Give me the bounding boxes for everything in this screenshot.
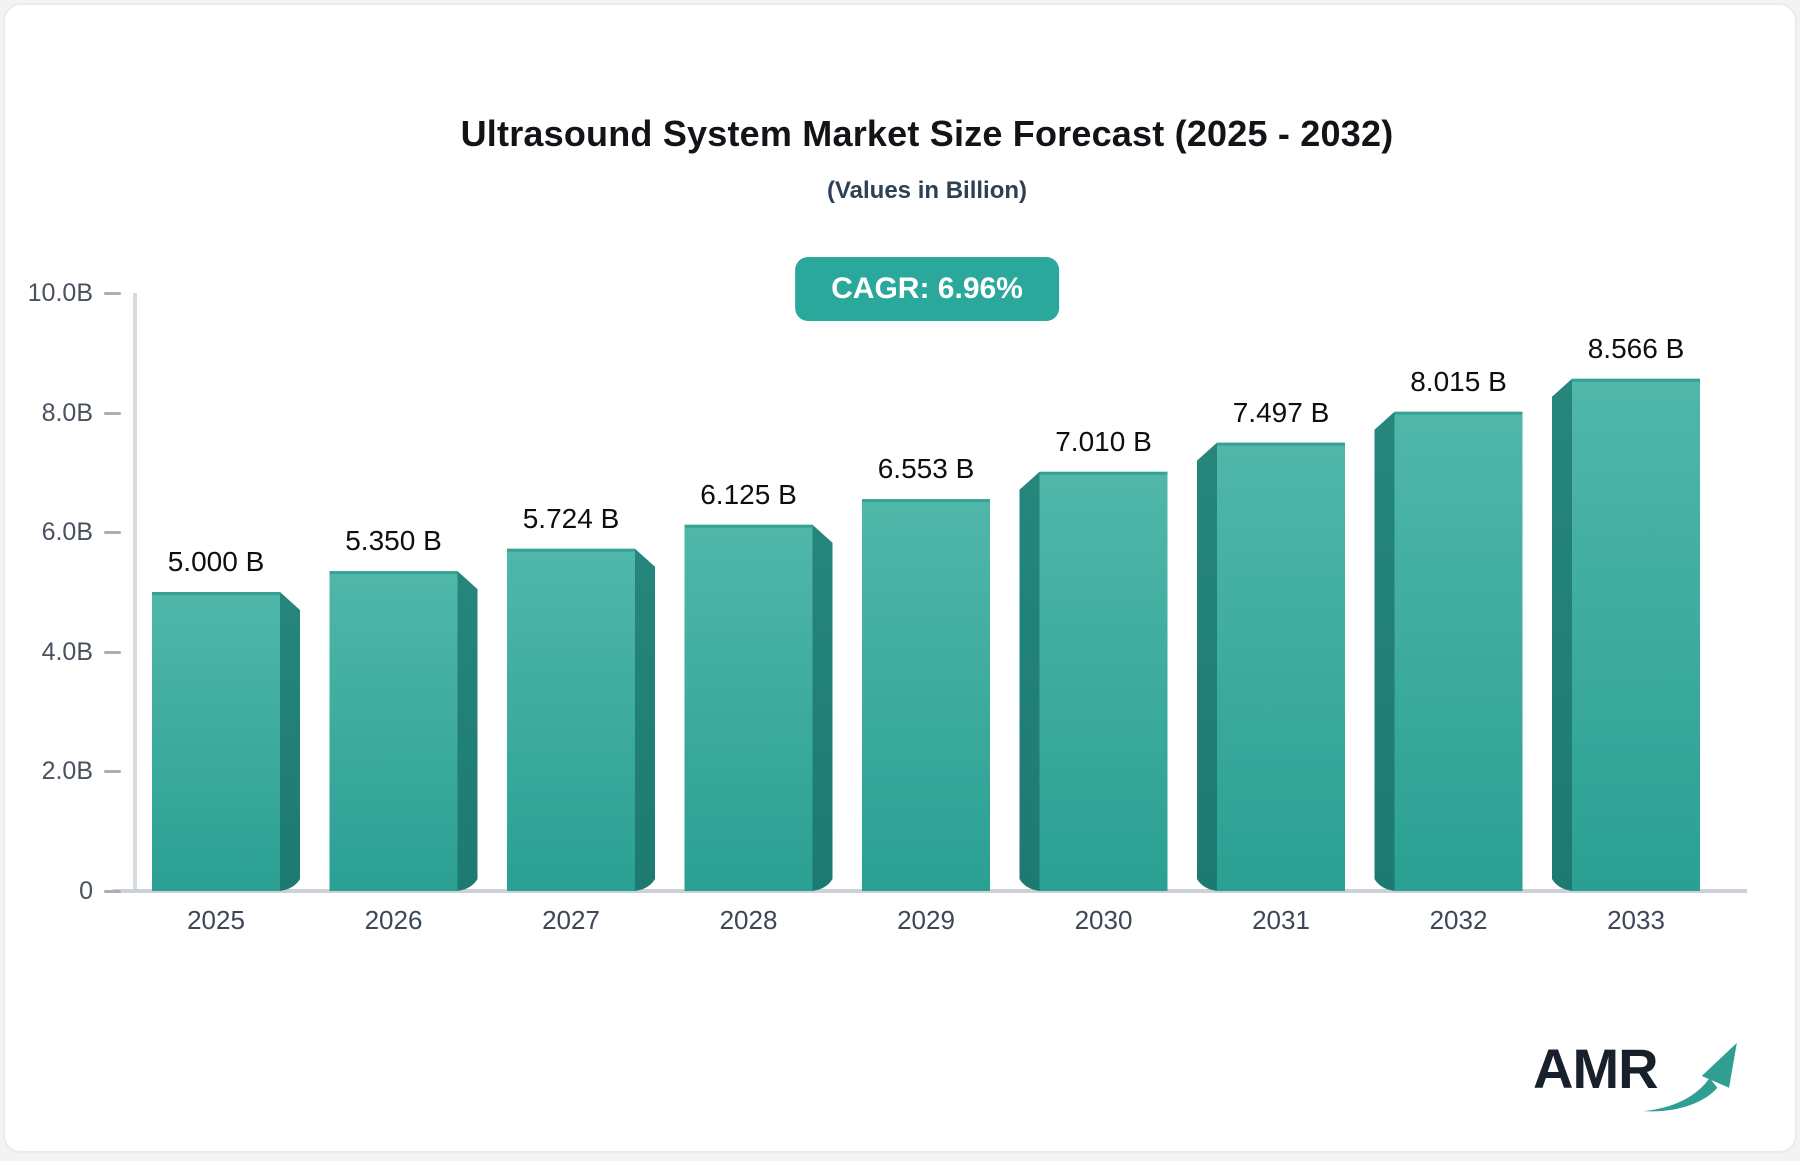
y-axis-tick-label-0: 0: [79, 877, 93, 905]
y-axis-tick-label-4.0B: 4.0B: [41, 637, 93, 666]
amr-logo-arrow-icon: [1642, 1042, 1737, 1112]
y-axis-tick-mark: [104, 411, 121, 415]
bar-value-label-2031: 7.497 B: [1232, 396, 1330, 428]
y-axis-line: [133, 293, 137, 891]
bar-2025: [152, 592, 300, 891]
x-axis-label-2029: 2029: [897, 905, 955, 935]
x-axis-label-2032: 2032: [1429, 905, 1488, 935]
bar-2029: [862, 499, 990, 891]
y-axis-tick-label-8.0B: 8.0B: [41, 398, 93, 427]
x-axis-label-2028: 2028: [719, 905, 778, 935]
plot-area: 10.0B 8.0B 6.0B 4.0B 2.0B 0 5.000 B 2025 5.350 B…: [5, 5, 1800, 1161]
bar-value-label-2028: 6.125 B: [700, 478, 797, 510]
x-axis-label-2027: 2027: [542, 905, 600, 935]
bar-2027: [507, 548, 655, 891]
x-axis-label-2031: 2031: [1252, 905, 1310, 935]
bar-2031: [1197, 442, 1345, 891]
x-axis-label-2030: 2030: [1074, 905, 1133, 935]
bar-value-label-2030: 7.010 B: [1055, 425, 1152, 457]
y-axis-tick-mark: [104, 531, 121, 535]
bar-2026: [329, 571, 478, 891]
y-axis-tick-mark: [104, 650, 121, 654]
y-axis-tick-mark: [104, 292, 121, 295]
cagr-badge: CAGR: 6.96%: [795, 257, 1059, 321]
x-axis-label-2033: 2033: [1607, 905, 1665, 935]
amr-logo: AMR: [1533, 1041, 1742, 1115]
y-axis-tick-label-2.0B: 2.0B: [41, 757, 93, 786]
bar-value-label-2033: 8.566 B: [1587, 332, 1685, 364]
x-axis-label-2026: 2026: [364, 905, 423, 935]
bar-2030: [1019, 471, 1168, 891]
y-axis-tick-mark: [104, 770, 121, 774]
chart-card: Ultrasound System Market Size Forecast (…: [3, 3, 1797, 1153]
bar-value-label-2027: 5.724 B: [522, 502, 620, 534]
bar-2033: [1552, 378, 1700, 892]
bar-value-label-2026: 5.350 B: [345, 525, 442, 557]
y-axis-tick-mark: [104, 890, 121, 893]
bar-2032: [1374, 411, 1523, 891]
bars-canvas: [152, 378, 1700, 892]
y-axis-tick-label-6.0B: 6.0B: [41, 518, 93, 547]
amr-logo-text: AMR: [1533, 1037, 1659, 1100]
bar-2028: [684, 524, 833, 891]
bar-value-label-2032: 8.015 B: [1410, 365, 1507, 397]
chart-subtitle: (Values in Billion): [826, 177, 1028, 204]
y-axis-tick-label-10.0B: 10.0B: [27, 279, 93, 307]
bar-value-label-2029: 6.553 B: [877, 453, 975, 485]
chart-title: Ultrasound System Market Size Forecast (…: [460, 113, 1394, 154]
bar-value-label-2025: 5.000 B: [167, 546, 265, 577]
x-axis-label-2025: 2025: [187, 905, 245, 935]
